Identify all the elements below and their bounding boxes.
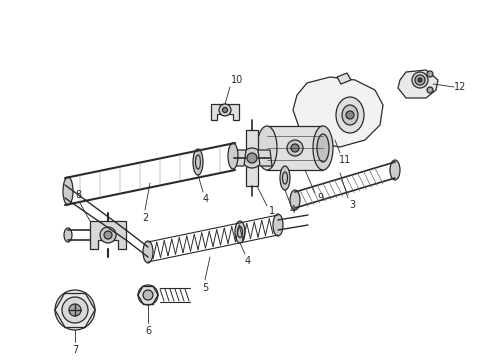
Circle shape — [69, 304, 81, 316]
Circle shape — [346, 111, 354, 119]
Polygon shape — [293, 77, 383, 147]
Text: 11: 11 — [339, 155, 351, 165]
Ellipse shape — [290, 190, 300, 210]
Text: 2: 2 — [142, 213, 148, 223]
Polygon shape — [211, 104, 239, 120]
Text: 12: 12 — [454, 82, 466, 92]
Ellipse shape — [228, 143, 238, 169]
Circle shape — [247, 153, 257, 163]
Text: 9: 9 — [317, 193, 323, 203]
Ellipse shape — [336, 97, 364, 133]
Text: 4: 4 — [245, 256, 251, 266]
Ellipse shape — [273, 214, 283, 236]
Circle shape — [415, 75, 425, 85]
Circle shape — [222, 108, 227, 112]
Ellipse shape — [235, 221, 245, 243]
Ellipse shape — [257, 126, 277, 170]
Polygon shape — [232, 150, 246, 166]
Circle shape — [287, 140, 303, 156]
Ellipse shape — [390, 160, 400, 180]
Circle shape — [100, 227, 116, 243]
Text: 5: 5 — [202, 283, 208, 293]
Ellipse shape — [313, 126, 333, 170]
Polygon shape — [267, 126, 323, 170]
Circle shape — [55, 290, 95, 330]
Circle shape — [138, 285, 158, 305]
Ellipse shape — [317, 134, 329, 162]
Polygon shape — [246, 130, 258, 186]
Ellipse shape — [63, 177, 73, 205]
Circle shape — [104, 231, 112, 239]
Text: 10: 10 — [231, 75, 243, 85]
Circle shape — [418, 78, 422, 82]
Ellipse shape — [193, 149, 203, 175]
Ellipse shape — [143, 241, 153, 263]
Polygon shape — [258, 150, 272, 166]
Text: 8: 8 — [75, 190, 81, 200]
Text: 6: 6 — [145, 326, 151, 336]
Circle shape — [143, 290, 153, 300]
Circle shape — [291, 144, 299, 152]
Text: 4: 4 — [203, 194, 209, 204]
Circle shape — [427, 71, 433, 77]
Ellipse shape — [342, 105, 358, 125]
Ellipse shape — [64, 228, 72, 242]
Circle shape — [242, 148, 262, 168]
Text: 4: 4 — [290, 205, 296, 215]
Circle shape — [427, 87, 433, 93]
Ellipse shape — [280, 166, 290, 190]
Polygon shape — [398, 70, 438, 98]
Text: 3: 3 — [349, 200, 355, 210]
Circle shape — [412, 72, 428, 88]
Text: 7: 7 — [72, 345, 78, 355]
Circle shape — [219, 104, 231, 116]
Text: 1: 1 — [269, 206, 275, 216]
Circle shape — [62, 297, 88, 323]
Polygon shape — [337, 73, 351, 84]
Polygon shape — [90, 221, 126, 249]
